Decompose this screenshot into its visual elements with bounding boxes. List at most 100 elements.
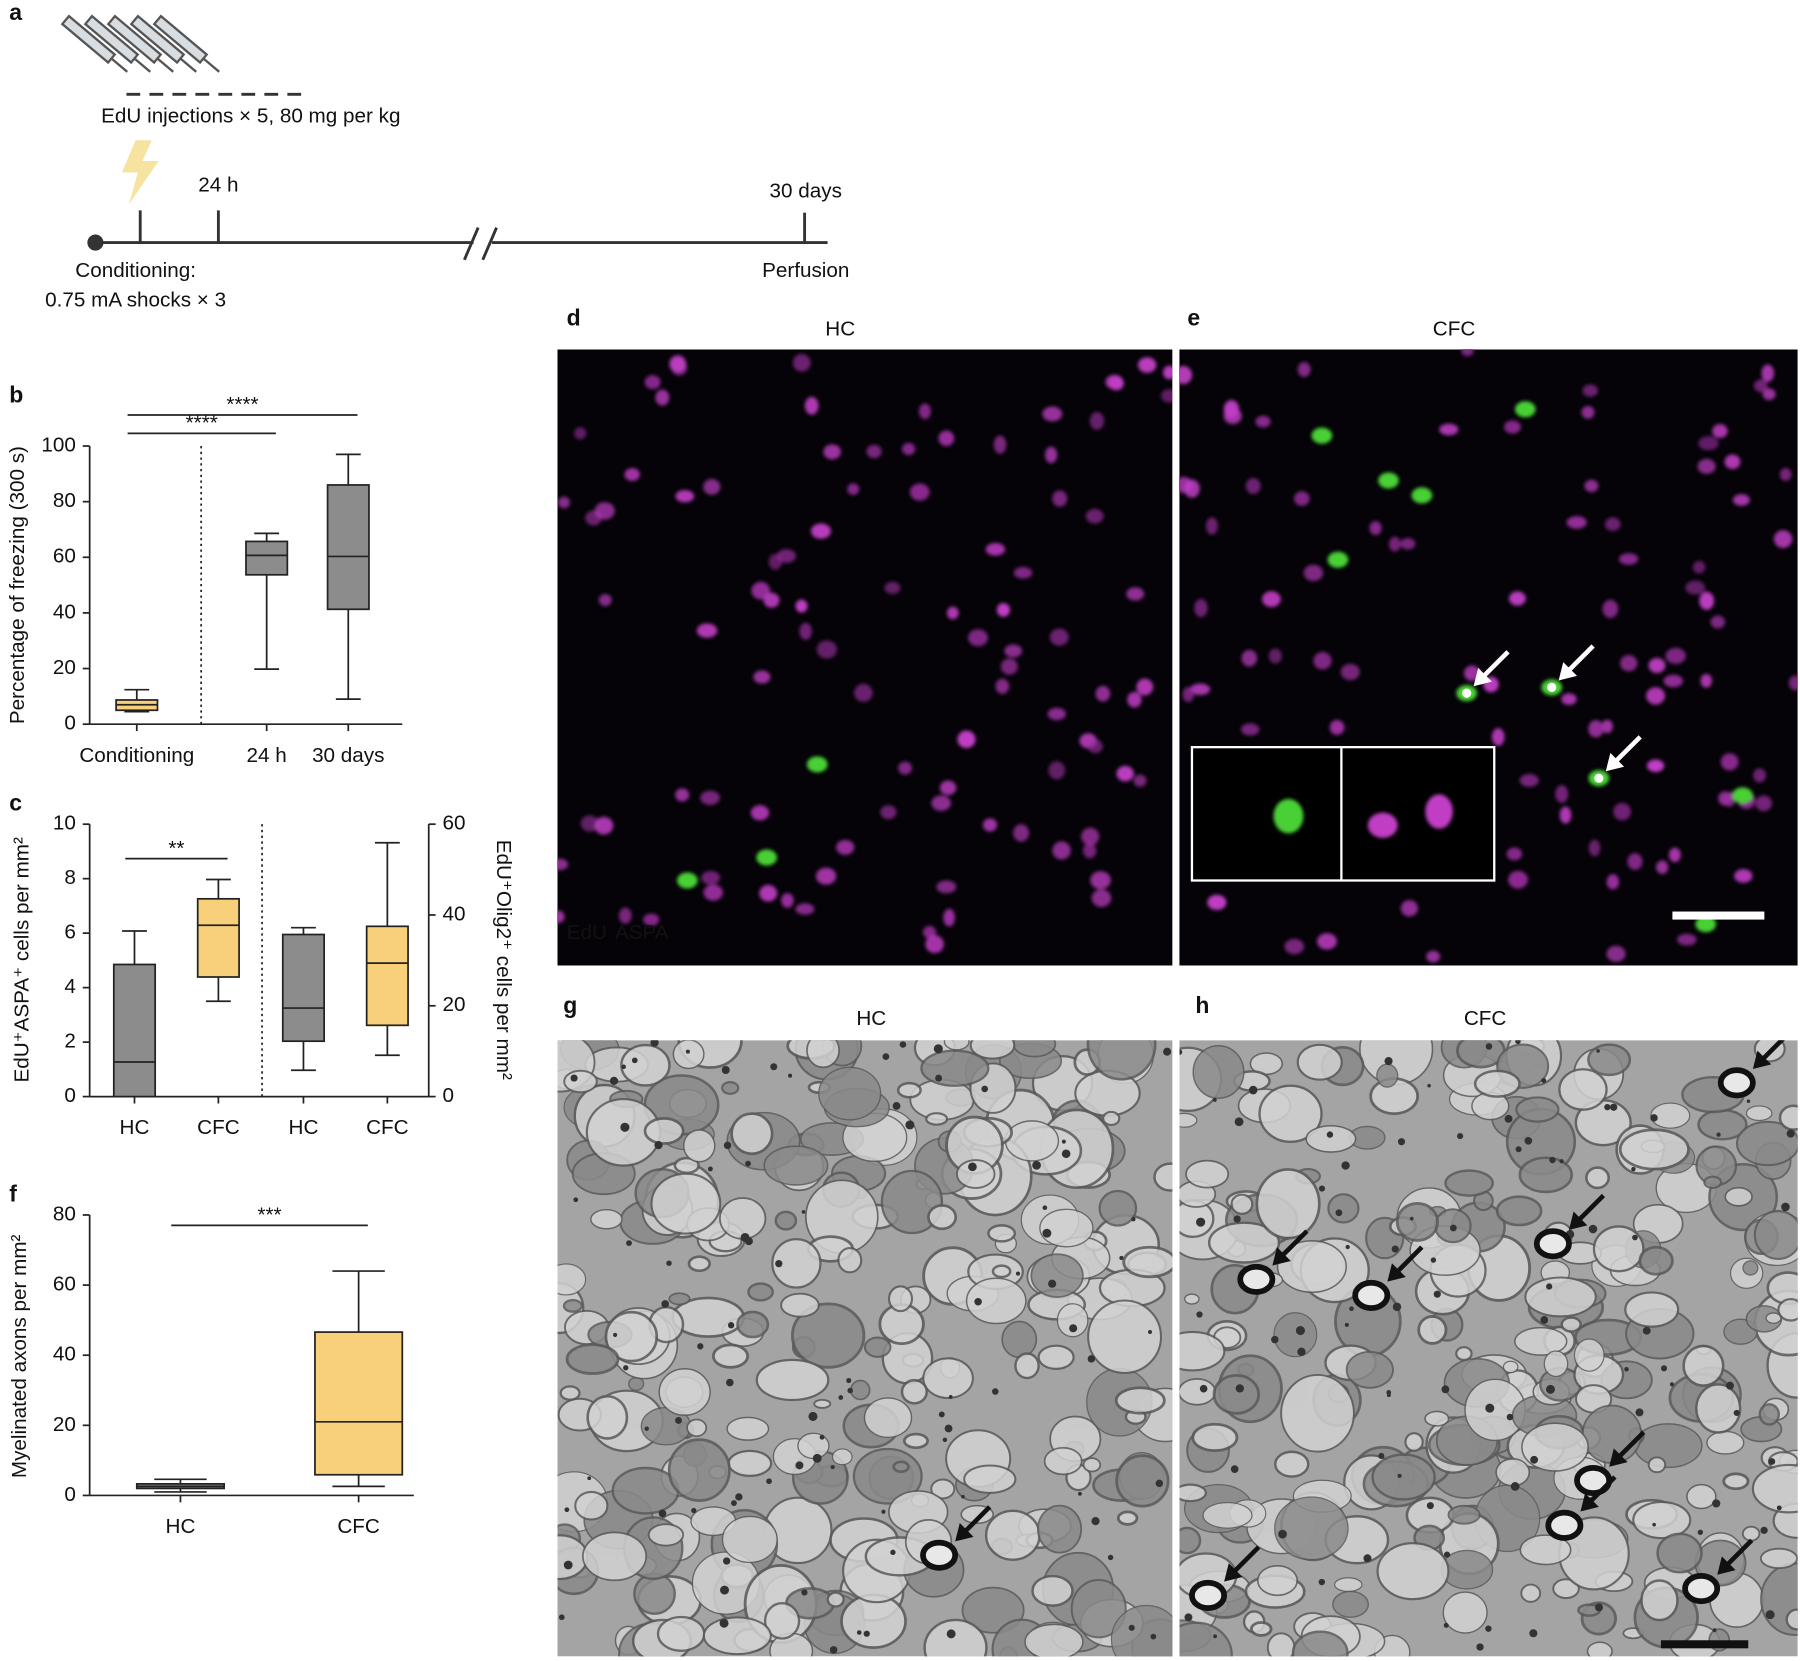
arrow-head <box>1580 1493 1599 1512</box>
dense-particle <box>707 1166 713 1172</box>
tissue-profile <box>1202 1501 1253 1529</box>
aspa-cell <box>1581 405 1595 419</box>
dense-particle <box>829 1646 838 1654</box>
dense-particle <box>1128 1624 1135 1631</box>
scale-bar <box>1660 1640 1749 1649</box>
colabel-cell <box>1547 682 1557 692</box>
aspa-cell <box>1648 657 1666 674</box>
dense-particle <box>1179 1049 1183 1055</box>
tissue-profile <box>1518 1156 1573 1194</box>
aspa-cell <box>1052 841 1071 860</box>
edu-cell <box>1514 401 1536 418</box>
tissue-profile <box>774 1210 798 1231</box>
dense-particle <box>1069 1324 1078 1333</box>
tissue-profile <box>850 1379 871 1401</box>
dense-particle <box>974 1298 982 1306</box>
aspa-cell <box>943 908 955 927</box>
dense-particle <box>1363 1554 1372 1563</box>
aspa-cell <box>781 892 794 908</box>
box <box>112 963 157 1098</box>
x-tick-label: HC <box>289 1116 319 1139</box>
tissue-profile <box>1185 1159 1230 1189</box>
dense-particle <box>838 1395 844 1400</box>
aspa-cell <box>1048 761 1066 780</box>
dense-particle <box>735 1493 743 1501</box>
dense-particle <box>564 1507 570 1513</box>
dense-particle <box>1430 1257 1437 1263</box>
dense-particle <box>1530 1455 1539 1464</box>
aspa-cell <box>618 907 632 924</box>
myelinated-axon <box>1237 1263 1276 1295</box>
dense-particle <box>1541 1077 1547 1084</box>
myelinated-axon <box>1717 1067 1756 1099</box>
y-axis-label: Percentage of freezing (300 s) <box>6 446 29 724</box>
dense-particle <box>944 1424 953 1433</box>
arrow-head <box>1609 1448 1628 1467</box>
aspa-cell <box>580 815 599 832</box>
dense-particle <box>1733 1409 1740 1417</box>
tissue-profile <box>1296 1043 1343 1081</box>
y2-axis-label: EdU⁺Olig2⁺ cells per mm² <box>492 840 515 1080</box>
y-tick-label: 10 <box>53 812 76 835</box>
arrow-head <box>1717 1556 1736 1575</box>
tissue-profile <box>1524 1276 1597 1318</box>
tissue-profile <box>1102 1110 1121 1127</box>
aspa-cell <box>795 903 815 915</box>
panel-label: b <box>9 382 23 408</box>
aspa-cell <box>1245 477 1261 494</box>
aspa-cell <box>1116 765 1134 782</box>
dense-particle <box>1297 1347 1306 1356</box>
aspa-cell <box>1504 420 1521 434</box>
tissue-profile <box>1695 1383 1742 1434</box>
aspa-cell <box>1668 847 1681 863</box>
dense-particle <box>1384 1057 1393 1066</box>
dense-particle <box>720 1585 729 1595</box>
tissue-profile <box>1012 1040 1057 1058</box>
dense-particle <box>1426 1502 1434 1510</box>
aspa-cell <box>700 790 720 805</box>
dense-particle <box>727 1322 735 1329</box>
aspa-cell <box>574 427 587 440</box>
aspa-cell <box>696 623 718 638</box>
aspa-cell <box>1508 870 1528 889</box>
dense-particle <box>938 1411 945 1418</box>
tissue-profile <box>1722 1472 1750 1491</box>
tissue-profile <box>1207 1221 1281 1264</box>
tissue-profile <box>726 1416 770 1441</box>
x-tick-label: CFC <box>337 1515 380 1538</box>
dense-particle <box>846 1378 852 1384</box>
aspa-cell <box>1773 530 1793 549</box>
tissue-profile <box>1004 1120 1060 1162</box>
aspa-cell <box>1013 566 1033 579</box>
dense-particle <box>968 1162 977 1172</box>
tissue-profile <box>900 1378 929 1405</box>
dense-particle <box>1433 1290 1441 1298</box>
tissue-profile <box>1114 1386 1166 1415</box>
edu-cell <box>1411 487 1433 504</box>
dense-particle <box>882 1053 890 1060</box>
tissue-profile <box>1001 1320 1038 1359</box>
legend-entry: ASPA <box>615 921 669 944</box>
aspa-cell <box>922 925 937 939</box>
dense-particle <box>1233 1215 1241 1223</box>
dense-particle <box>1725 1381 1734 1390</box>
tissue-profile <box>1376 1542 1450 1601</box>
dense-particle <box>1604 1103 1611 1111</box>
tissue-profile <box>1473 1069 1521 1098</box>
aspa-cell <box>1004 644 1023 658</box>
panel-label: h <box>1195 992 1209 1018</box>
edu-cell <box>1311 427 1333 444</box>
tissue-profile <box>628 1376 645 1391</box>
aspa-cell <box>1699 591 1715 610</box>
dense-particle <box>863 1630 870 1637</box>
tissue-profile <box>1647 1456 1667 1474</box>
tissue-profile <box>1024 1623 1084 1657</box>
dense-particle <box>1248 1085 1258 1095</box>
panel-title: CFC <box>1433 317 1476 340</box>
aspa-cell <box>1606 874 1620 890</box>
x-tick-label: HC <box>120 1116 150 1139</box>
aspa-cell <box>1559 806 1572 824</box>
scale-bar <box>1672 911 1765 920</box>
aspa-cell <box>1082 842 1097 859</box>
